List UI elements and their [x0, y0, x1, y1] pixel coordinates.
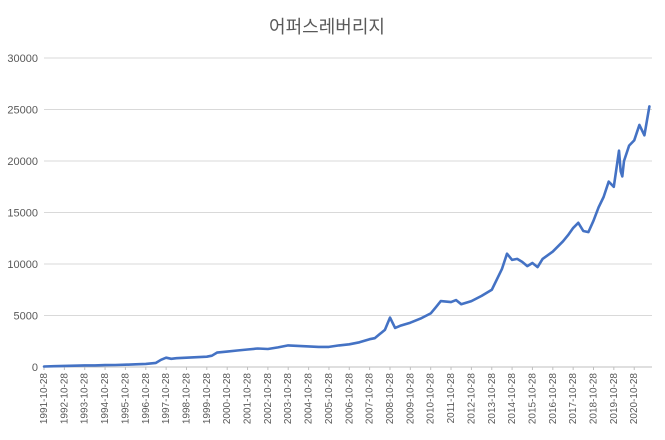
y-tick-label: 15000	[7, 208, 38, 220]
x-tick-label: 1991-10-28	[39, 373, 50, 425]
gridlines	[44, 57, 652, 368]
y-tick-label: 30000	[7, 53, 38, 65]
x-tick-label: 1996-10-28	[141, 373, 152, 425]
x-tick-label: 2008-10-28	[385, 373, 396, 425]
x-tick-label: 2009-10-28	[405, 373, 416, 425]
x-tick-label: 2018-10-28	[588, 373, 599, 425]
x-tick-label: 2010-10-28	[426, 373, 437, 425]
x-tick-label: 2017-10-28	[568, 373, 579, 425]
x-axis: 1991-10-28 1992-10-28 1993-10-28 1994-10-28…	[39, 367, 640, 424]
x-tick-label: 2006-10-28	[344, 373, 355, 425]
x-tick-label: 2012-10-28	[466, 373, 477, 425]
x-tick-label: 1997-10-28	[161, 373, 172, 425]
x-tick-label: 2016-10-28	[548, 373, 559, 425]
x-tick-label: 1999-10-28	[202, 373, 213, 425]
y-tick-label: 20000	[7, 156, 38, 168]
x-tick-label: 1995-10-28	[120, 373, 131, 425]
x-tick-label: 2001-10-28	[243, 373, 254, 425]
chart-title: 어퍼스레버리지	[269, 17, 385, 37]
x-tick-label: 2003-10-28	[283, 373, 294, 425]
x-tick-label: 2007-10-28	[365, 373, 376, 425]
y-tick-label: 5000	[14, 311, 38, 323]
y-tick-label: 0	[32, 362, 38, 374]
y-tick-label: 25000	[7, 105, 38, 117]
x-tick-label: 2011-10-28	[446, 373, 457, 424]
x-tick-label: 2013-10-28	[487, 373, 498, 425]
x-tick-label: 2015-10-28	[527, 373, 538, 425]
x-tick-label: 2004-10-28	[304, 373, 315, 425]
x-tick-label: 1992-10-28	[59, 373, 70, 425]
x-tick-label: 2014-10-28	[507, 373, 518, 425]
x-tick-label: 2002-10-28	[263, 373, 274, 425]
y-tick-label: 10000	[7, 259, 38, 271]
x-tick-label: 2019-10-28	[609, 373, 620, 425]
x-tick-label: 2000-10-28	[222, 373, 233, 425]
x-tick-label: 1994-10-28	[100, 373, 111, 425]
x-tick-label: 2020-10-28	[629, 373, 640, 425]
y-axis: 0 5000 10000 15000 20000 25000 30000	[7, 53, 38, 374]
x-tick-label: 1998-10-28	[181, 373, 192, 425]
x-tick-label: 1993-10-28	[80, 373, 91, 425]
series-layer	[42, 105, 651, 368]
series-line	[42, 105, 651, 368]
x-tick-label: 2005-10-28	[324, 373, 335, 425]
